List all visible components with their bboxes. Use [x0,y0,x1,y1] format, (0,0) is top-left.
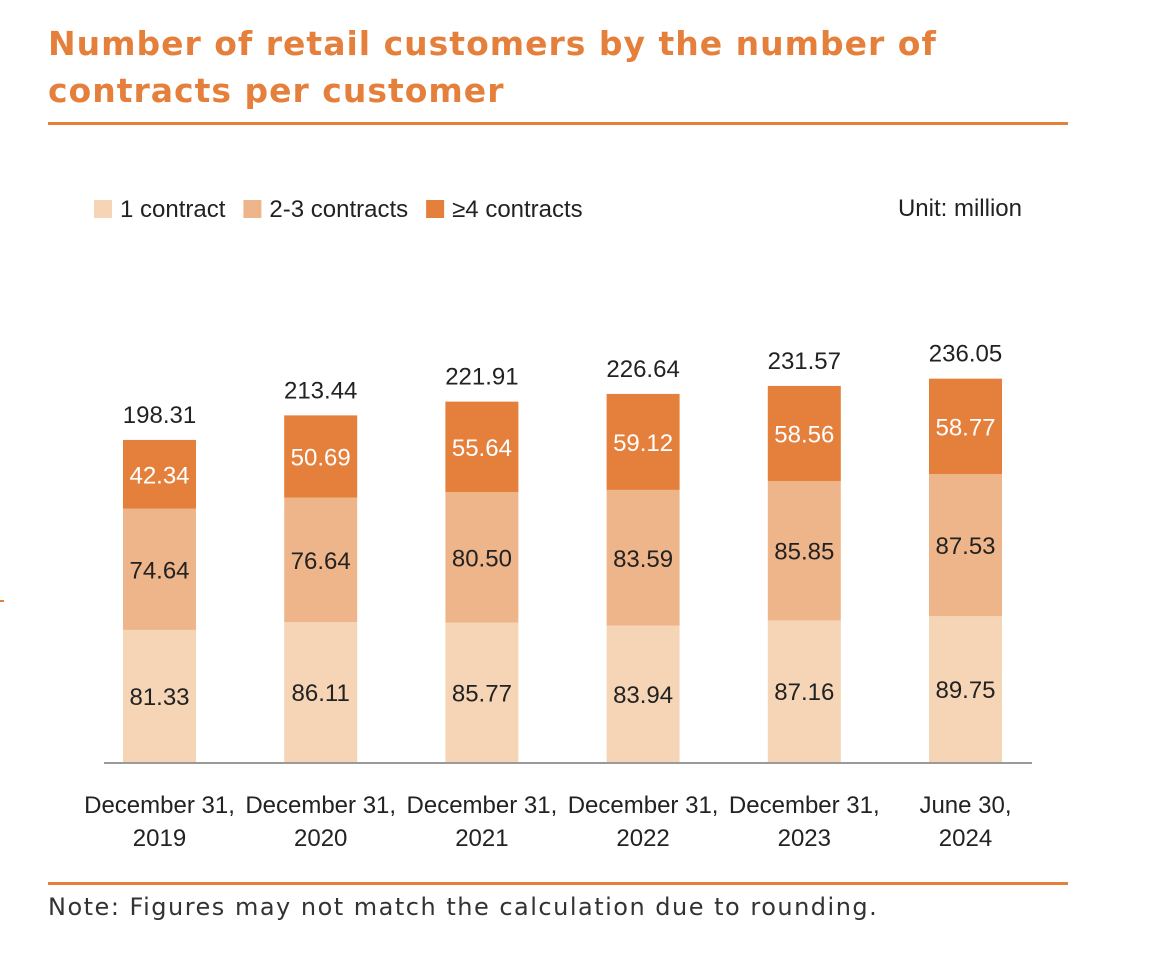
note-divider [48,882,1068,885]
data-label: 83.59 [613,546,673,573]
bar-segment [606,393,680,490]
bar-segment [284,415,358,498]
category-label: 2023 [778,825,831,852]
category-label: 2020 [294,825,347,852]
bar-segment [929,378,1002,475]
data-label: 59.12 [613,430,673,457]
title-divider [48,122,1068,125]
data-label: 85.77 [452,680,512,707]
total-label: 198.31 [123,402,196,429]
category-label: December 31, [84,792,235,819]
legend-label-1: 1 contract [120,196,226,223]
data-label: 76.64 [291,548,351,575]
legend-label-2: 2-3 contracts [269,196,408,223]
bar-segment [445,401,519,492]
bar-segment [767,385,841,482]
data-label: 86.11 [292,680,350,707]
stacked-bar-chart: 1 contract 2-3 contracts ≥4 contracts Unit:… [84,195,1032,852]
legend-swatch-1 [94,200,112,218]
legend-label-3: ≥4 contracts [452,196,583,223]
data-label: 55.64 [452,435,512,462]
footnote: Note: Figures may not match the calculat… [48,893,879,921]
data-label: 74.64 [129,557,189,584]
data-label: 42.34 [129,462,189,489]
bar-segment [445,491,519,623]
bar-segment [445,622,519,762]
bar-segment [284,497,358,623]
total-label: 236.05 [929,341,1002,368]
bar-segment [123,508,196,630]
bar-segment [123,439,196,509]
data-label: 89.75 [935,677,995,704]
chart-title: Number of retail customers by the number… [48,24,937,110]
data-label: 50.69 [291,445,351,472]
data-label: 58.56 [774,421,834,448]
total-label: 213.44 [284,377,357,404]
category-label: June 30, [919,792,1011,819]
bar-segment [767,620,841,762]
bar-segment [284,622,358,762]
bar-segment [929,474,1002,617]
data-label: 80.50 [452,545,512,572]
category-label: 2019 [133,825,186,852]
data-label: 81.33 [129,684,189,711]
data-label: 87.53 [935,533,995,560]
total-label: 231.57 [768,348,841,375]
unit-label: Unit: million [898,195,1022,222]
bar-segment [929,616,1002,762]
legend-swatch-2 [243,200,262,218]
category-label: 2021 [455,825,508,852]
legend-swatch-3 [426,200,445,218]
category-label: December 31, [245,792,396,819]
data-label: 85.85 [774,539,834,566]
edge-mark [0,600,4,602]
category-label: 2022 [616,825,669,852]
category-label: December 31, [729,792,880,819]
bar-segment [767,481,841,621]
bar-segment [123,629,196,762]
category-label: December 31, [568,792,719,819]
data-label: 83.94 [613,682,673,709]
total-label: 221.91 [445,364,518,391]
bar-segment [606,625,680,762]
data-label: 87.16 [774,679,834,706]
total-label: 226.64 [606,356,679,383]
category-label: December 31, [407,792,558,819]
category-label: 2024 [939,825,992,852]
data-label: 58.77 [935,414,995,441]
bar-segment [606,489,680,626]
